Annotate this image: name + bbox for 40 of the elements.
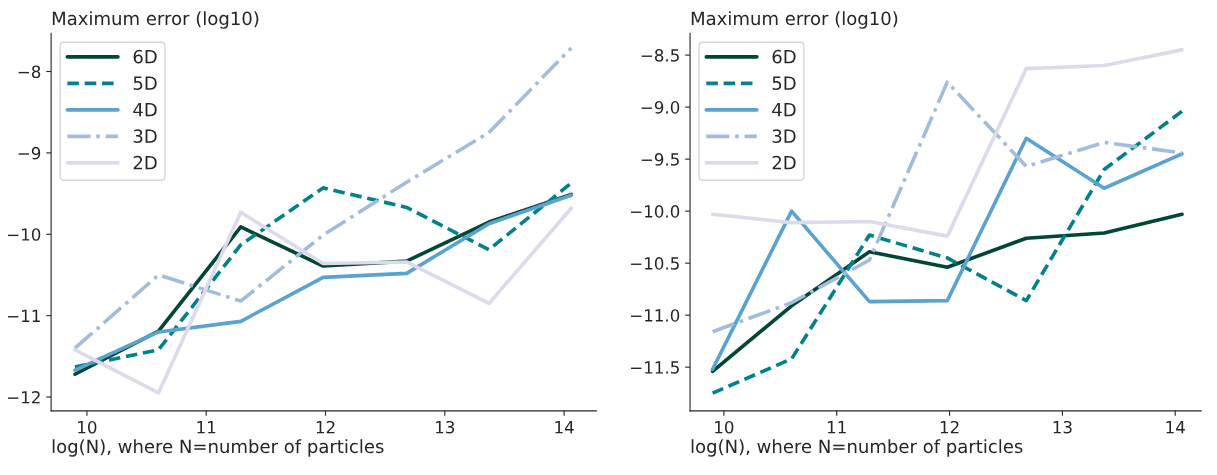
legend-label: 2D xyxy=(133,155,157,170)
line-series xyxy=(73,46,574,351)
legend-label: 4D xyxy=(772,103,796,117)
x-tick-label: 10 xyxy=(715,420,734,434)
legend-label: 3D xyxy=(133,129,157,143)
y-tick-label: −11 xyxy=(7,309,40,322)
y-axis-title: Maximum error (log10) xyxy=(691,11,898,29)
legend-label: 5D xyxy=(772,76,796,90)
y-tick-label: −10.0 xyxy=(631,205,680,218)
x-tick-label: 12 xyxy=(940,420,959,434)
y-tick-label: −9.5 xyxy=(641,153,679,166)
y-axis-title: Maximum error (log10) xyxy=(52,11,259,29)
x-axis-title: log(N), where N=number of particles xyxy=(691,439,1023,457)
legend-label: 3D xyxy=(772,129,796,143)
y-tick-label: −10.5 xyxy=(631,257,679,270)
y-tick-label: −11.0 xyxy=(631,309,680,322)
line-series xyxy=(710,48,1184,238)
x-tick-label: 11 xyxy=(197,421,216,434)
x-tick-label: 13 xyxy=(1053,420,1072,434)
line-series xyxy=(710,212,1184,374)
line-series xyxy=(73,206,574,395)
x-axis-title: log(N), where N=number of particles xyxy=(52,439,384,457)
legend-label: 2D xyxy=(772,155,796,170)
legend-label: 6D xyxy=(133,49,157,64)
x-tick-label: 14 xyxy=(1166,421,1185,434)
y-tick-label: −9.0 xyxy=(641,101,680,114)
y-tick-label: −9 xyxy=(18,146,41,160)
y-tick-label: −8 xyxy=(18,65,41,79)
legend-label: 4D xyxy=(133,103,157,117)
x-tick-label: 11 xyxy=(827,421,846,434)
y-tick-label: −12 xyxy=(7,391,40,404)
x-tick-label: 12 xyxy=(316,420,335,434)
x-tick-label: 10 xyxy=(78,420,97,434)
y-tick-label: −11.5 xyxy=(631,361,679,374)
y-tick-label: −8.5 xyxy=(641,49,679,62)
x-tick-label: 13 xyxy=(436,420,455,434)
y-tick-label: −10 xyxy=(7,228,41,241)
legend-label: 5D xyxy=(133,76,157,90)
legend-label: 6D xyxy=(772,49,796,64)
x-tick-label: 14 xyxy=(555,421,574,434)
